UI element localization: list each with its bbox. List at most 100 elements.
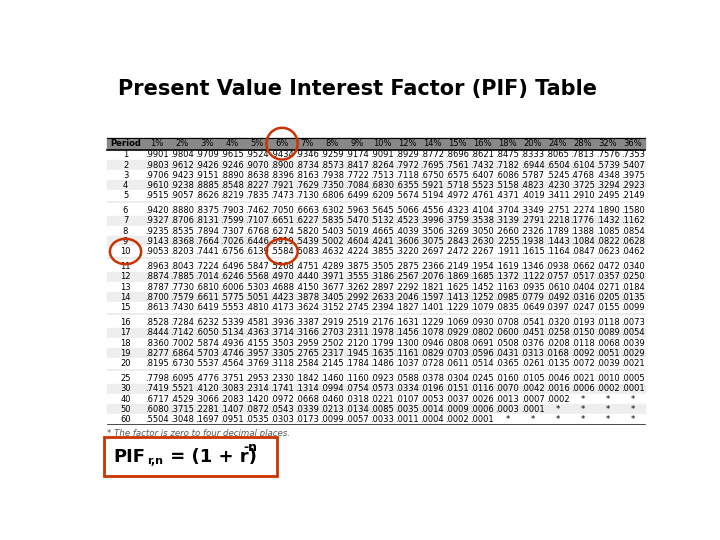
Text: .4363: .4363 — [245, 328, 269, 338]
Text: .3677: .3677 — [320, 282, 344, 292]
Text: 1%: 1% — [150, 139, 163, 148]
Text: .0118: .0118 — [595, 318, 619, 327]
Text: .5407: .5407 — [621, 160, 644, 170]
Text: .0397: .0397 — [546, 303, 570, 312]
Bar — [107, 237, 645, 246]
Text: .0404: .0404 — [571, 282, 595, 292]
Text: .2076: .2076 — [420, 273, 444, 281]
Text: .6246: .6246 — [220, 273, 244, 281]
Text: .2660: .2660 — [495, 227, 519, 235]
Text: .1164: .1164 — [546, 247, 570, 256]
Text: .0728: .0728 — [420, 359, 444, 368]
Text: .9151: .9151 — [195, 171, 219, 180]
Text: .0057: .0057 — [346, 415, 369, 424]
Text: *: * — [606, 404, 610, 414]
Text: .0184: .0184 — [621, 282, 644, 292]
Text: Present Value Interest Factor (PIF) Table: Present Value Interest Factor (PIF) Tabl… — [118, 79, 597, 99]
Text: 10: 10 — [120, 247, 131, 256]
Text: .0247: .0247 — [571, 303, 595, 312]
Text: .5002: .5002 — [320, 237, 344, 246]
Text: .0492: .0492 — [546, 293, 570, 302]
Text: .2495: .2495 — [596, 191, 619, 200]
Text: .6095: .6095 — [170, 374, 194, 383]
Text: 11: 11 — [120, 262, 131, 271]
Text: .0010: .0010 — [596, 374, 619, 383]
Text: .5568: .5568 — [245, 273, 269, 281]
Text: 20: 20 — [120, 359, 131, 368]
Text: 7: 7 — [123, 217, 128, 226]
Text: .0779: .0779 — [521, 293, 544, 302]
Text: 40: 40 — [120, 395, 131, 403]
Text: .9057: .9057 — [170, 191, 194, 200]
Text: .0946: .0946 — [420, 339, 444, 348]
Text: .5674: .5674 — [395, 191, 419, 200]
Text: .0535: .0535 — [245, 415, 269, 424]
Text: .1938: .1938 — [521, 237, 544, 246]
Bar — [107, 318, 645, 328]
Text: .2472: .2472 — [446, 247, 469, 256]
Text: .7629: .7629 — [295, 181, 319, 190]
Text: .2923: .2923 — [621, 181, 644, 190]
Text: .9235: .9235 — [145, 227, 168, 235]
Text: .7432: .7432 — [470, 160, 495, 170]
Text: .0923: .0923 — [370, 374, 394, 383]
Text: .5820: .5820 — [295, 227, 319, 235]
Bar — [107, 394, 645, 404]
Text: .8900: .8900 — [270, 160, 294, 170]
Text: .1162: .1162 — [621, 217, 644, 226]
Text: .3704: .3704 — [495, 206, 519, 215]
Text: .0105: .0105 — [521, 374, 544, 383]
Text: 14: 14 — [120, 293, 131, 302]
Text: .0313: .0313 — [521, 349, 544, 358]
Text: .8417: .8417 — [346, 160, 369, 170]
Text: .0972: .0972 — [270, 395, 294, 403]
Text: .1619: .1619 — [495, 262, 519, 271]
Text: .7599: .7599 — [220, 217, 244, 226]
Text: .5553: .5553 — [220, 303, 244, 312]
Text: .7002: .7002 — [170, 339, 194, 348]
Text: .1229: .1229 — [446, 303, 469, 312]
Text: .3503: .3503 — [270, 339, 294, 348]
Text: .4241: .4241 — [370, 237, 394, 246]
Text: .6104: .6104 — [571, 160, 595, 170]
Text: .9515: .9515 — [145, 191, 168, 200]
Text: .3220: .3220 — [395, 247, 419, 256]
Text: .1085: .1085 — [595, 227, 619, 235]
Text: .1432: .1432 — [595, 217, 619, 226]
Text: .1460: .1460 — [320, 374, 344, 383]
Text: .8264: .8264 — [370, 160, 394, 170]
Text: .3411: .3411 — [546, 191, 570, 200]
Text: .2176: .2176 — [370, 318, 394, 327]
Text: .6944: .6944 — [521, 160, 544, 170]
Text: .5134: .5134 — [220, 328, 244, 338]
Text: .5645: .5645 — [370, 206, 394, 215]
Text: .0085: .0085 — [370, 404, 394, 414]
Text: .0754: .0754 — [346, 384, 369, 393]
Text: .4665: .4665 — [370, 227, 394, 235]
Text: .0035: .0035 — [395, 404, 419, 414]
Text: .6274: .6274 — [270, 227, 294, 235]
Text: .7307: .7307 — [220, 227, 244, 235]
Text: .0334: .0334 — [395, 384, 419, 393]
Text: .1741: .1741 — [270, 384, 294, 393]
Text: .0250: .0250 — [621, 273, 644, 281]
Text: .8043: .8043 — [170, 262, 194, 271]
Text: .5921: .5921 — [420, 181, 444, 190]
Text: .4348: .4348 — [595, 171, 620, 180]
Text: .2281: .2281 — [195, 404, 219, 414]
Text: * The factor is zero to four decimal places.: * The factor is zero to four decimal pla… — [107, 429, 289, 437]
Text: .5194: .5194 — [420, 191, 444, 200]
Text: .7835: .7835 — [245, 191, 269, 200]
Text: .9053: .9053 — [145, 247, 168, 256]
Text: .2274: .2274 — [571, 206, 595, 215]
Text: .0261: .0261 — [521, 359, 544, 368]
Text: .2843: .2843 — [446, 237, 469, 246]
Text: .0303: .0303 — [270, 415, 294, 424]
Text: .3759: .3759 — [446, 217, 469, 226]
Text: .4440: .4440 — [295, 273, 319, 281]
Text: .8626: .8626 — [195, 191, 219, 200]
Text: .1597: .1597 — [420, 293, 444, 302]
Text: .0042: .0042 — [521, 384, 544, 393]
Text: .5787: .5787 — [521, 171, 544, 180]
Bar — [107, 170, 645, 180]
